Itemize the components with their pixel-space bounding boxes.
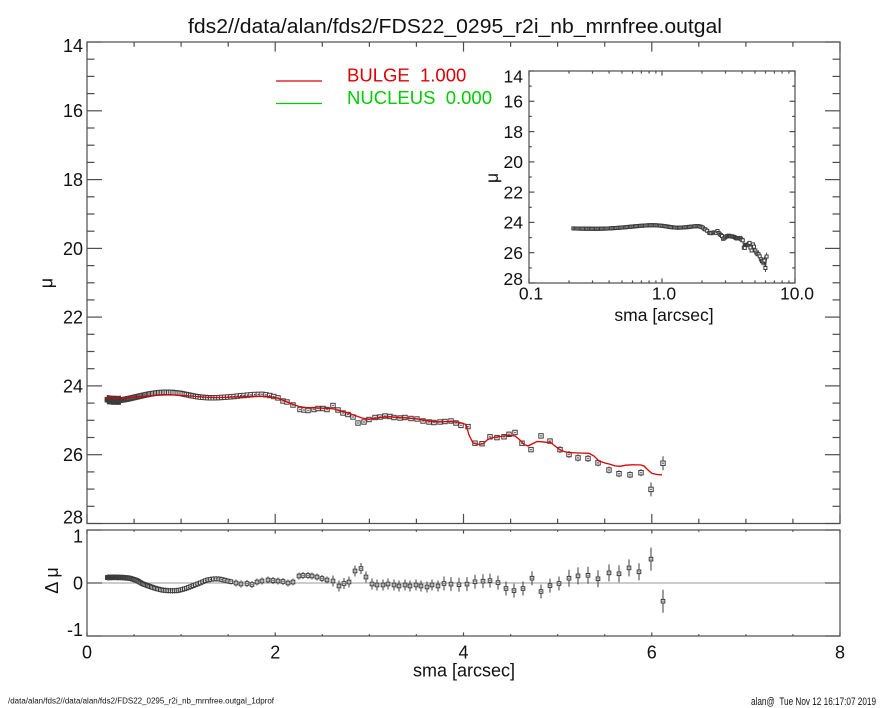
svg-text:1.0: 1.0 [652, 284, 677, 304]
svg-text:24: 24 [504, 213, 524, 233]
svg-text:16: 16 [504, 92, 523, 112]
svg-text:sma [arcsec]: sma [arcsec] [614, 305, 713, 325]
svg-text:20: 20 [63, 239, 83, 259]
svg-text:/data/alan/fds2//data/alan/fds: /data/alan/fds2//data/alan/fds2/FDS22_02… [8, 697, 275, 706]
svg-text:2: 2 [270, 643, 280, 663]
svg-text:20: 20 [504, 152, 524, 172]
svg-text:fds2//data/alan/fds2/FDS22_029: fds2//data/alan/fds2/FDS22_0295_r2i_nb_m… [188, 15, 722, 38]
svg-text:8: 8 [835, 643, 845, 663]
svg-text:μ: μ [482, 173, 502, 183]
svg-text:28: 28 [504, 269, 523, 289]
svg-text:-1: -1 [67, 620, 83, 640]
svg-text:NUCLEUS 0.000: NUCLEUS 0.000 [347, 87, 492, 108]
svg-text:4: 4 [458, 643, 468, 663]
svg-text:μ: μ [37, 278, 57, 288]
svg-text:26: 26 [63, 445, 83, 465]
svg-text:6: 6 [647, 643, 657, 663]
svg-text:16: 16 [63, 101, 83, 121]
svg-text:22: 22 [63, 308, 83, 328]
svg-text:10.0: 10.0 [780, 284, 814, 304]
svg-text:0: 0 [73, 573, 83, 593]
svg-text:24: 24 [63, 376, 83, 396]
svg-text:alan@ Tue Nov 12 16:17:07 201: alan@ Tue Nov 12 16:17:07 2019 [751, 696, 876, 708]
svg-text:22: 22 [504, 182, 523, 202]
svg-text:26: 26 [504, 243, 523, 263]
svg-text:BULGE 1.000: BULGE 1.000 [347, 65, 466, 86]
svg-text:14: 14 [63, 36, 83, 56]
svg-text:18: 18 [63, 170, 83, 190]
svg-text:28: 28 [63, 508, 83, 528]
svg-text:18: 18 [504, 122, 523, 142]
svg-text:0.1: 0.1 [519, 284, 543, 304]
svg-text:14: 14 [504, 67, 524, 87]
svg-text:1: 1 [73, 527, 83, 547]
svg-text:sma [arcsec]: sma [arcsec] [413, 661, 515, 681]
svg-text:Δ μ: Δ μ [42, 567, 62, 593]
svg-text:0: 0 [82, 643, 92, 663]
